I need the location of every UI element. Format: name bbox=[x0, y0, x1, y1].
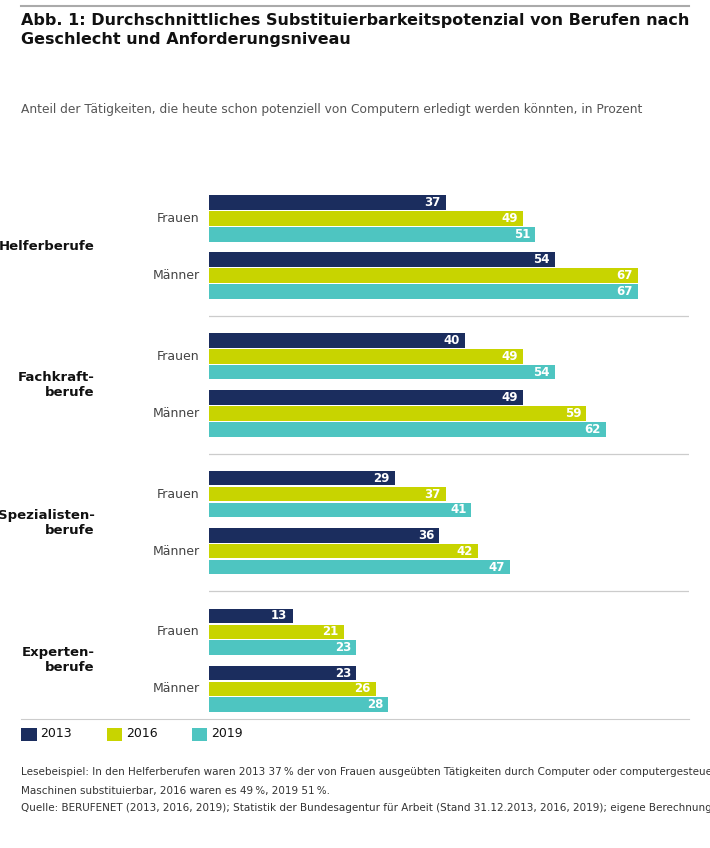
Bar bbox=[209, 195, 446, 210]
Text: Anteil der Tätigkeiten, die heute schon potenziell von Computern erledigt werden: Anteil der Tätigkeiten, die heute schon … bbox=[21, 103, 643, 116]
Bar bbox=[209, 268, 638, 283]
Bar bbox=[209, 698, 388, 712]
Bar bbox=[209, 253, 555, 267]
Bar bbox=[209, 333, 465, 348]
Text: 2019: 2019 bbox=[211, 727, 243, 740]
Text: Frauen: Frauen bbox=[157, 349, 200, 363]
Text: 29: 29 bbox=[373, 471, 390, 485]
Text: Spezialisten-
berufe: Spezialisten- berufe bbox=[0, 509, 94, 537]
Text: Experten-
berufe: Experten- berufe bbox=[21, 646, 94, 674]
Text: 21: 21 bbox=[322, 625, 339, 639]
Text: 47: 47 bbox=[488, 561, 505, 573]
Bar bbox=[209, 365, 555, 380]
Text: 49: 49 bbox=[501, 391, 518, 404]
Bar bbox=[209, 349, 523, 364]
Text: 28: 28 bbox=[367, 698, 383, 711]
Text: 23: 23 bbox=[335, 641, 351, 655]
Bar bbox=[209, 406, 586, 421]
Text: Lesebeispiel: In den Helferberufen waren 2013 37 % der von Frauen ausgeübten Tät: Lesebeispiel: In den Helferberufen waren… bbox=[21, 767, 710, 778]
Text: Maschinen substituierbar, 2016 waren es 49 %, 2019 51 %.: Maschinen substituierbar, 2016 waren es … bbox=[21, 786, 330, 796]
Text: 23: 23 bbox=[335, 667, 351, 679]
Text: 49: 49 bbox=[501, 349, 518, 363]
Text: 26: 26 bbox=[354, 683, 371, 695]
Text: 40: 40 bbox=[444, 334, 460, 347]
Text: Männer: Männer bbox=[153, 544, 200, 558]
Text: 2016: 2016 bbox=[126, 727, 158, 740]
Text: 13: 13 bbox=[271, 610, 288, 622]
Text: 51: 51 bbox=[514, 228, 530, 241]
Bar bbox=[209, 487, 446, 501]
Bar bbox=[209, 544, 478, 559]
Text: 41: 41 bbox=[450, 504, 466, 516]
Text: Fachkraft-
berufe: Fachkraft- berufe bbox=[18, 371, 94, 399]
Text: 67: 67 bbox=[616, 285, 633, 298]
Text: Männer: Männer bbox=[153, 407, 200, 420]
Text: 37: 37 bbox=[425, 488, 441, 500]
Text: Männer: Männer bbox=[153, 269, 200, 282]
Bar bbox=[209, 624, 344, 639]
Bar bbox=[209, 528, 439, 543]
Text: 36: 36 bbox=[418, 528, 435, 542]
Text: 2013: 2013 bbox=[40, 727, 72, 740]
Bar bbox=[209, 640, 356, 656]
Bar bbox=[209, 666, 356, 680]
Bar bbox=[209, 390, 523, 404]
Text: 42: 42 bbox=[457, 544, 473, 558]
Bar bbox=[209, 503, 471, 517]
Text: 67: 67 bbox=[616, 269, 633, 282]
Bar bbox=[209, 284, 638, 298]
Text: Abb. 1: Durchschnittliches Substituierbarkeitspotenzial von Berufen nach
Geschle: Abb. 1: Durchschnittliches Substituierba… bbox=[21, 13, 689, 47]
Bar bbox=[209, 609, 293, 623]
Text: Männer: Männer bbox=[153, 683, 200, 695]
Text: Helferberufe: Helferberufe bbox=[0, 241, 94, 254]
Bar bbox=[209, 211, 523, 226]
Bar bbox=[209, 227, 535, 242]
Text: 37: 37 bbox=[425, 196, 441, 209]
Bar bbox=[209, 682, 376, 696]
Bar bbox=[209, 560, 510, 574]
Text: Quelle: BERUFENET (2013, 2016, 2019); Statistik der Bundesagentur für Arbeit (St: Quelle: BERUFENET (2013, 2016, 2019); St… bbox=[21, 803, 710, 813]
Bar bbox=[209, 471, 395, 486]
Text: 49: 49 bbox=[501, 212, 518, 225]
Text: 59: 59 bbox=[565, 407, 581, 420]
Text: Frauen: Frauen bbox=[157, 488, 200, 500]
Text: Frauen: Frauen bbox=[157, 625, 200, 639]
Text: 54: 54 bbox=[533, 365, 550, 379]
Bar bbox=[209, 422, 606, 437]
Text: 62: 62 bbox=[584, 422, 601, 436]
Text: 54: 54 bbox=[533, 253, 550, 266]
Text: Frauen: Frauen bbox=[157, 212, 200, 225]
